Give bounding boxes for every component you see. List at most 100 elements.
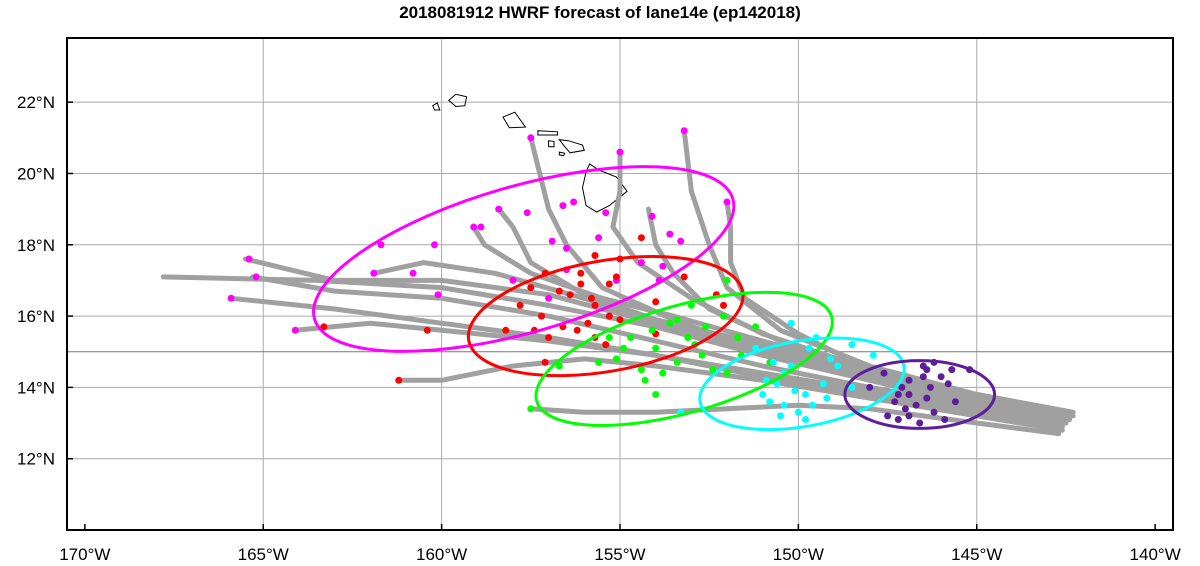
red-forecast-point — [577, 280, 585, 288]
magenta-forecast-point — [680, 127, 688, 135]
hawaiian-islands — [432, 93, 628, 213]
purple-forecast-point — [951, 398, 959, 406]
green-forecast-point — [723, 276, 731, 284]
cyan-forecast-point — [787, 319, 795, 327]
uncertainty-ellipses — [312, 165, 997, 432]
magenta-forecast-point — [291, 326, 299, 334]
green-forecast-point — [620, 344, 628, 352]
green-uncertainty-ellipse — [534, 290, 834, 427]
cyan-forecast-point — [834, 362, 842, 370]
forecast-track — [681, 128, 1076, 415]
y-tick-label: 16°N — [17, 307, 55, 326]
purple-forecast-point — [923, 394, 931, 402]
red-forecast-point — [584, 319, 592, 327]
green-forecast-point — [698, 351, 706, 359]
red-forecast-point — [605, 280, 613, 288]
cyan-forecast-point — [773, 380, 781, 388]
plot-area — [160, 93, 1076, 437]
x-tick-label: 145°W — [951, 545, 1002, 564]
forecast-track — [528, 135, 1069, 426]
y-tick-label: 22°N — [17, 93, 55, 112]
green-forecast-point — [612, 355, 620, 363]
cyan-forecast-point — [759, 391, 767, 398]
purple-forecast-point — [894, 416, 902, 423]
red-forecast-point — [573, 326, 581, 334]
purple-forecast-point — [901, 405, 909, 413]
cyan-forecast-point — [766, 398, 774, 406]
red-forecast-point — [395, 376, 403, 384]
magenta-forecast-point — [370, 269, 378, 277]
kauai-outline — [447, 93, 468, 108]
magenta-forecast-point — [431, 241, 438, 249]
red-forecast-point — [602, 341, 610, 349]
purple-forecast-point — [894, 391, 902, 398]
red-forecast-point — [616, 316, 624, 324]
y-tick-label: 14°N — [17, 378, 55, 397]
red-forecast-point — [545, 334, 553, 341]
magenta-forecast-point — [252, 273, 260, 281]
red-forecast-point — [527, 284, 535, 292]
purple-forecast-point — [919, 362, 927, 370]
x-tick-label: 150°W — [773, 545, 824, 564]
green-forecast-point — [605, 334, 613, 341]
red-forecast-point — [680, 273, 688, 281]
green-forecast-point — [659, 369, 667, 377]
cyan-forecast-point — [869, 351, 877, 359]
red-forecast-point — [423, 326, 431, 334]
magenta-forecast-point — [548, 237, 556, 245]
purple-forecast-point — [912, 401, 920, 409]
cyan-forecast-point — [802, 416, 809, 423]
maui-outline — [558, 138, 585, 154]
cyan-forecast-point — [791, 387, 799, 395]
purple-forecast-point — [880, 369, 888, 377]
purple-forecast-point — [916, 419, 924, 427]
green-forecast-point — [595, 358, 603, 366]
red-forecast-point — [502, 326, 510, 334]
green-forecast-point — [673, 358, 681, 366]
cyan-forecast-point — [805, 344, 813, 352]
cyan-forecast-point — [848, 383, 856, 391]
forecast-track — [292, 320, 1065, 430]
oahu-outline — [502, 111, 527, 129]
magenta-forecast-point — [509, 276, 517, 284]
purple-forecast-point — [944, 380, 952, 388]
red-forecast-point — [591, 301, 599, 309]
red-forecast-point — [612, 273, 620, 281]
magenta-forecast-point — [470, 223, 478, 231]
purple-forecast-point — [905, 376, 913, 384]
hawaii-big-island-outline — [581, 163, 628, 213]
cyan-forecast-point — [827, 355, 834, 363]
x-tick-label: 165°W — [238, 545, 289, 564]
cyan-forecast-point — [777, 412, 784, 420]
red-forecast-point — [591, 252, 599, 259]
purple-forecast-point — [891, 398, 899, 406]
magenta-forecast-point — [595, 234, 603, 242]
green-forecast-point — [723, 369, 731, 377]
cyan-forecast-point — [769, 358, 777, 366]
green-forecast-point — [673, 316, 681, 324]
green-forecast-point — [666, 319, 674, 327]
green-forecast-point — [641, 376, 649, 384]
forecast-tracks — [160, 128, 1076, 437]
magenta-forecast-point — [545, 294, 553, 302]
kahoolawe-outline — [558, 151, 566, 157]
purple-forecast-point — [937, 373, 945, 381]
axis-ticks: 170°W 165°W 160°W 155°W 150°W 145°W 140°W 22°N 2… — [17, 93, 1181, 564]
red-forecast-point — [566, 291, 574, 299]
cyan-forecast-point — [819, 380, 827, 388]
cyan-forecast-point — [823, 394, 831, 402]
green-forecast-point — [752, 323, 760, 331]
green-forecast-point — [527, 405, 535, 413]
forecast-track — [646, 206, 1072, 419]
cyan-forecast-point — [809, 401, 817, 409]
magenta-forecast-point — [227, 294, 235, 302]
green-forecast-point — [555, 362, 563, 370]
magenta-forecast-point — [495, 205, 503, 213]
green-forecast-point — [637, 366, 645, 374]
cyan-forecast-point — [762, 376, 770, 384]
x-tick-label: 140°W — [1130, 545, 1181, 564]
red-forecast-point — [588, 294, 595, 302]
magenta-forecast-point — [409, 269, 417, 277]
red-forecast-point — [652, 298, 660, 306]
